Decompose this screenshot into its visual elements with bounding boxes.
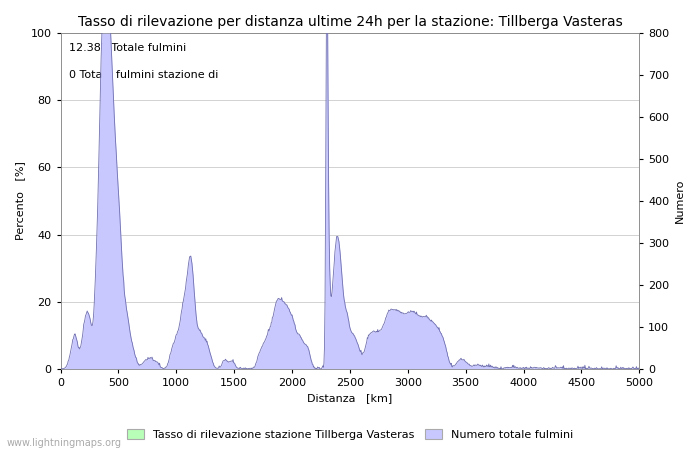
Text: 12.381 Totale fulmini: 12.381 Totale fulmini [69, 43, 186, 53]
Title: Tasso di rilevazione per distanza ultime 24h per la stazione: Tillberga Vasteras: Tasso di rilevazione per distanza ultime… [78, 15, 622, 29]
Y-axis label: Percento   [%]: Percento [%] [15, 162, 25, 240]
Text: 0 Totale fulmini stazione di: 0 Totale fulmini stazione di [69, 70, 218, 80]
Text: www.lightningmaps.org: www.lightningmaps.org [7, 438, 122, 448]
Y-axis label: Numero: Numero [675, 179, 685, 223]
Legend: Tasso di rilevazione stazione Tillberga Vasteras, Numero totale fulmini: Tasso di rilevazione stazione Tillberga … [122, 425, 577, 445]
X-axis label: Distanza   [km]: Distanza [km] [307, 393, 393, 404]
